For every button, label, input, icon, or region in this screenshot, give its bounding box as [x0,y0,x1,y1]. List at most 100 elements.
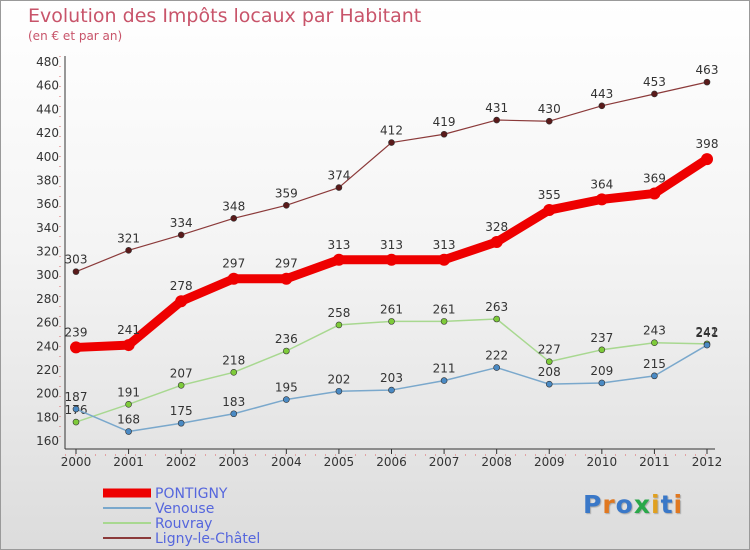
data-label-rouvray: 263 [485,300,508,314]
data-point-ligny-le-ch-tel [335,184,343,191]
x-tick-label: 2008 [481,455,512,469]
data-point-ligny-le-ch-tel [283,202,290,209]
data-label-venouse: 168 [117,413,140,427]
data-point-venouse [440,377,448,384]
chart-title: Evolution des Impôts locaux par Habitant [28,5,422,27]
data-label-pontigny: 297 [222,257,245,271]
data-point-venouse [703,341,711,349]
y-tick-label: 340 [36,221,59,235]
data-point-rouvray [72,418,80,426]
data-label-rouvray: 236 [275,332,298,346]
data-label-pontigny: 398 [696,137,719,151]
x-tick-label: 2002 [166,455,197,469]
data-label-ligny-le-ch-tel: 431 [485,101,508,115]
x-tick-label: 2007 [429,455,460,469]
data-point-venouse [651,372,658,380]
data-point-ligny-le-ch-tel [440,130,448,138]
logo-letter: i [673,490,684,519]
y-tick-label: 480 [36,55,59,69]
data-label-pontigny: 278 [170,279,193,293]
data-label-rouvray: 242 [696,325,719,339]
legend-label-ligny-le-ch-tel: Ligny-le-Châtel [155,531,260,547]
data-label-venouse: 195 [275,381,298,395]
data-label-pontigny: 241 [117,323,140,337]
logo-letter: P [583,490,603,519]
data-label-ligny-le-ch-tel: 303 [65,253,88,267]
data-point-pontigny [70,341,82,354]
data-label-venouse: 175 [170,404,193,418]
data-label-pontigny: 369 [643,171,666,185]
data-label-ligny-le-ch-tel: 374 [327,169,350,183]
data-point-venouse [177,419,185,427]
data-label-venouse: 215 [643,357,666,371]
data-label-ligny-le-ch-tel: 443 [590,87,613,101]
data-label-rouvray: 218 [222,353,245,367]
data-point-rouvray [177,382,185,389]
data-label-ligny-le-ch-tel: 359 [275,186,298,200]
data-point-venouse [598,379,606,387]
y-tick-label: 280 [36,292,59,306]
legend-label-pontigny: PONTIGNY [155,486,228,502]
data-label-pontigny: 364 [590,177,613,191]
x-tick-label: 2000 [61,455,92,469]
x-tick-label: 2004 [271,455,302,469]
proxiti-logo: Proxiti [583,490,683,519]
y-tick-label: 360 [36,197,59,211]
data-label-venouse: 202 [327,372,350,386]
data-label-pontigny: 239 [65,325,88,339]
data-point-ligny-le-ch-tel [493,116,500,124]
data-point-pontigny [543,204,556,217]
x-tick-label: 2009 [534,455,565,469]
data-point-venouse [72,405,80,413]
data-point-venouse [493,364,500,371]
data-point-ligny-le-ch-tel [125,247,132,254]
data-point-venouse [545,380,553,388]
data-point-ligny-le-ch-tel [388,139,395,146]
y-tick-label: 400 [36,150,59,164]
data-label-ligny-le-ch-tel: 412 [380,124,403,138]
data-point-pontigny [122,339,135,352]
data-point-ligny-le-ch-tel [230,215,238,222]
data-label-rouvray: 243 [643,324,666,338]
data-point-ligny-le-ch-tel [598,102,606,110]
data-label-rouvray: 261 [433,302,456,316]
legend-label-venouse: Venouse [155,501,214,517]
y-tick-label: 440 [36,102,59,116]
data-point-venouse [335,387,343,395]
data-point-pontigny [332,253,345,266]
data-label-venouse: 183 [222,395,245,409]
data-point-rouvray [598,346,606,354]
data-label-rouvray: 237 [590,331,613,345]
data-label-pontigny: 313 [380,238,403,252]
data-point-rouvray [230,369,238,376]
data-point-rouvray [125,400,132,408]
logo-letter: r [602,490,616,519]
data-point-ligny-le-ch-tel [545,117,553,125]
data-point-pontigny [385,253,398,266]
data-label-ligny-le-ch-tel: 463 [696,63,719,77]
data-point-pontigny [280,272,293,285]
y-tick-label: 320 [36,245,59,259]
y-tick-label: 260 [36,316,59,330]
data-point-rouvray [335,321,343,329]
y-tick-label: 300 [36,268,59,282]
data-point-pontigny [227,272,240,285]
data-label-rouvray: 227 [538,343,561,357]
data-label-venouse: 187 [65,390,88,404]
data-label-rouvray: 191 [117,385,140,399]
data-point-rouvray [440,318,448,325]
x-tick-label: 2010 [587,455,618,469]
x-tick-label: 2011 [639,455,670,469]
logo-letter: x [633,490,651,519]
data-label-ligny-le-ch-tel: 430 [538,102,561,116]
data-point-rouvray [651,339,658,346]
data-point-ligny-le-ch-tel [177,231,185,239]
y-tick-label: 200 [36,387,59,401]
data-label-pontigny: 297 [275,257,298,271]
data-point-pontigny [595,193,608,206]
data-label-pontigny: 355 [538,188,561,202]
data-label-rouvray: 258 [327,306,350,320]
data-point-venouse [283,396,290,403]
